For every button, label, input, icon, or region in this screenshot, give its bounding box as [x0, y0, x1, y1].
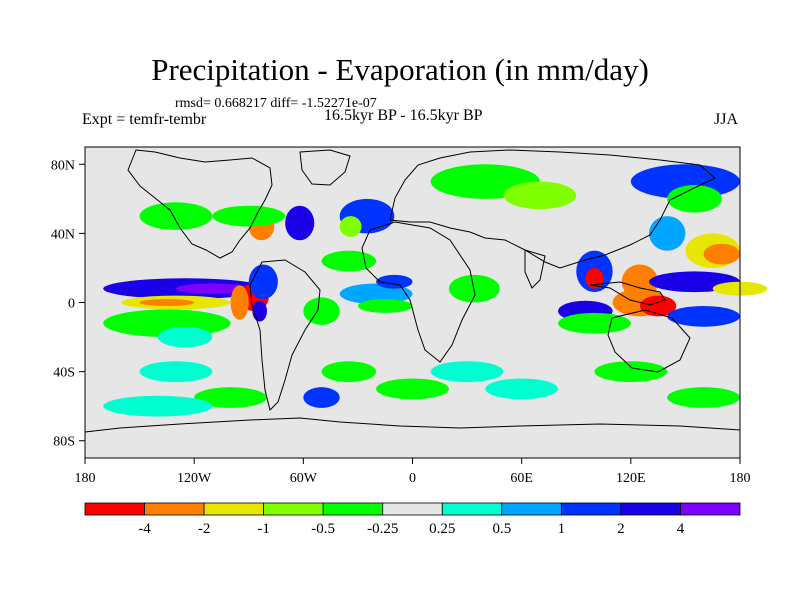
- y-tick-label: 80S: [53, 435, 75, 450]
- colorbar: -4 -2 -1 -0.5 -0.25 0.25 0.5 1 2 4: [84, 502, 741, 537]
- colorbar-label: -1: [257, 521, 270, 537]
- anomaly-region: [321, 361, 377, 382]
- colorbar-label: 1: [558, 521, 566, 537]
- y-tick-label: 80N: [51, 158, 75, 173]
- anomaly-region: [139, 361, 213, 382]
- colorbar-swatch: [203, 502, 265, 516]
- anomaly-region: [649, 216, 686, 251]
- anomaly-region: [503, 181, 577, 210]
- colorbar-label: 0.5: [492, 521, 511, 537]
- coastline-africa: [361, 221, 476, 363]
- anomaly-region: [285, 205, 315, 241]
- season-label: JJA: [714, 111, 739, 128]
- colorbar-swatch: [680, 502, 741, 516]
- colorbar-swatch: [144, 502, 205, 516]
- x-tick-label: 120E: [616, 471, 646, 486]
- colorbar-label: -4: [138, 521, 151, 537]
- anomaly-region: [667, 387, 740, 408]
- anomaly-region: [448, 274, 500, 303]
- colorbar-label: 0.25: [429, 521, 455, 537]
- anomaly-region: [376, 274, 413, 289]
- x-tick-label: 180: [75, 471, 96, 486]
- anomaly-region: [339, 283, 413, 305]
- coastline-maritime-continent: [589, 281, 666, 306]
- x-tick-label: 60E: [510, 471, 533, 486]
- colorbar-label: -0.25: [367, 521, 398, 537]
- anomaly-region: [252, 300, 267, 322]
- anomaly-region: [248, 264, 278, 300]
- anomaly-region: [357, 299, 413, 313]
- colorbar-label: 2: [617, 521, 625, 537]
- x-tick-label: 0: [409, 471, 416, 486]
- coastline-south-america: [249, 259, 321, 411]
- colorbar-label: -0.5: [311, 521, 335, 537]
- anomaly-region: [194, 387, 267, 408]
- anomaly-region: [175, 283, 249, 294]
- anomaly-region: [594, 361, 668, 382]
- colorbar-swatch: [441, 502, 503, 516]
- anomaly-region: [585, 267, 604, 289]
- anomaly-region: [103, 395, 213, 417]
- colorbar-label: 4: [677, 521, 685, 537]
- anomaly-region: [430, 361, 504, 382]
- anomaly-region: [667, 185, 722, 213]
- anomaly-region: [303, 297, 340, 325]
- anomaly-region: [139, 299, 195, 306]
- anomaly-region: [376, 378, 449, 400]
- stats-label: rmsd= 0.668217 diff= -1.52271e-07: [175, 96, 377, 111]
- anomaly-region: [230, 285, 249, 320]
- map-fill: [85, 147, 768, 458]
- anomaly-region: [703, 243, 740, 265]
- colorbar-swatch: [560, 502, 622, 516]
- y-tick-label: 40N: [51, 227, 75, 242]
- anomaly-region: [157, 326, 213, 348]
- colorbar-swatch: [263, 502, 324, 516]
- coastline-antarctica: [84, 417, 741, 433]
- coastline-australia: [607, 309, 691, 373]
- colorbar-swatch: [501, 502, 562, 516]
- x-tick-label: 120W: [177, 471, 212, 486]
- colorbar-label: -2: [198, 521, 211, 537]
- experiment-label: Expt = temfr-tembr: [82, 111, 207, 128]
- anomaly-region: [339, 216, 362, 237]
- colorbar-swatch: [382, 502, 443, 516]
- coastline-north-america: [127, 149, 273, 259]
- coastline-greenland: [299, 149, 351, 186]
- y-tick-label: 0: [68, 297, 75, 312]
- anomaly-region: [485, 378, 559, 400]
- colorbar-swatch: [322, 502, 384, 516]
- x-tick-label: 180: [730, 471, 751, 486]
- colorbar-swatch: [84, 502, 145, 516]
- colorbar-swatch: [620, 502, 681, 516]
- chart-title: Precipitation - Evaporation (in mm/day): [151, 52, 649, 87]
- y-tick-label: 40S: [53, 366, 75, 381]
- anomaly-region: [139, 202, 213, 230]
- coastline-outlines: [84, 149, 741, 433]
- coastline-india: [524, 249, 546, 289]
- x-tick-label: 60W: [290, 471, 318, 486]
- period-label: 16.5kyr BP - 16.5kyr BP: [324, 107, 483, 124]
- anomaly-region: [212, 205, 286, 227]
- anomaly-region: [667, 305, 740, 327]
- anomaly-region: [303, 387, 340, 408]
- anomaly-region: [321, 250, 377, 272]
- coastline-eurasia: [389, 149, 716, 269]
- axis-ticks: 180 120W 60W 0 60E 120E 180 80N 40N 0 40S 80S: [51, 158, 751, 486]
